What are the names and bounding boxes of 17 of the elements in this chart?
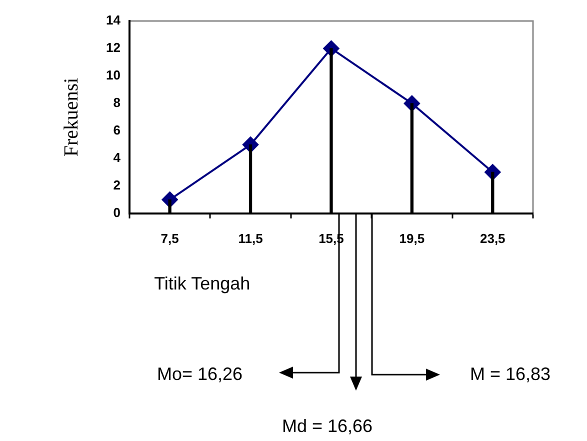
x-tick-label: 19,5 bbox=[399, 230, 425, 246]
y-tick-label: 12 bbox=[106, 40, 120, 56]
y-tick-label: 2 bbox=[113, 177, 120, 192]
x-tick-label: 7,5 bbox=[160, 230, 179, 246]
text: Md = 16,66 bbox=[282, 416, 373, 437]
y-axis-title: Frekuensi bbox=[60, 77, 82, 157]
x-axis-title: Titik Tengah bbox=[154, 273, 250, 294]
x-tick-label: 23,5 bbox=[480, 230, 506, 246]
y-tick-label: 0 bbox=[113, 204, 120, 220]
x-tick-label: 11,5 bbox=[238, 230, 263, 246]
y-tick-label: 14 bbox=[106, 12, 122, 28]
y-tick-label: 10 bbox=[106, 68, 120, 83]
y-tick-label: 6 bbox=[113, 122, 120, 138]
text: Mo= 16,26 bbox=[157, 364, 243, 385]
y-tick-label: 4 bbox=[113, 150, 122, 166]
text: M = 16,83 bbox=[470, 364, 551, 385]
y-tick-label: 8 bbox=[113, 95, 120, 110]
